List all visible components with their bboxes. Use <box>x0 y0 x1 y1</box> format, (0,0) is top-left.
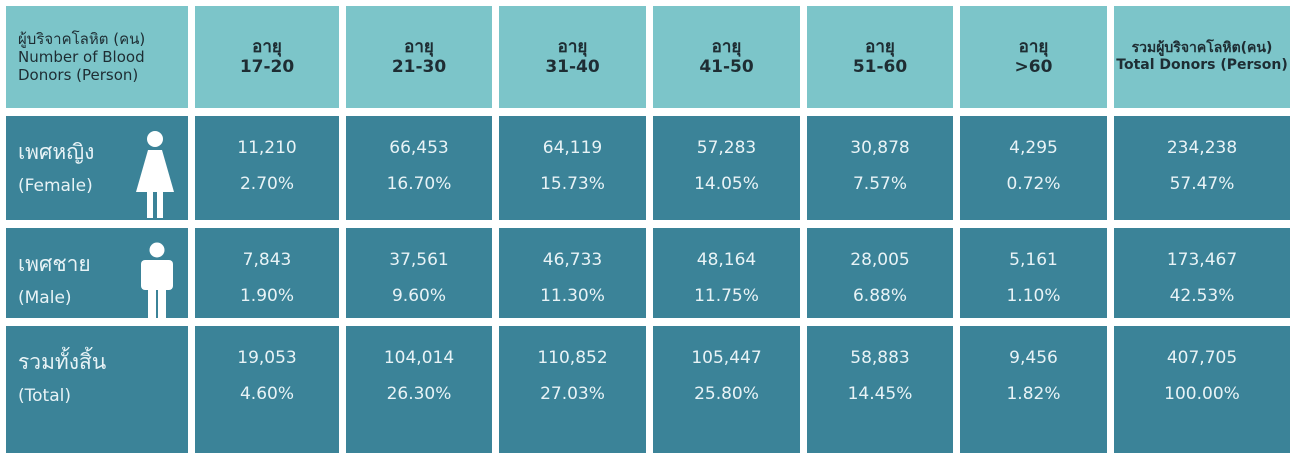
percent: 11.30% <box>540 286 605 306</box>
header-cell: รวมผู้บริจาคโลหิต(คน) Total Donors (Perso… <box>1114 6 1290 108</box>
count: 173,467 <box>1166 250 1238 270</box>
count: 11,210 <box>237 138 297 158</box>
data-cell: 407,705 100.00% <box>1114 326 1290 453</box>
data-cell: 48,164 11.75% <box>653 228 800 318</box>
header-line: อายุ <box>404 37 434 57</box>
header-line: อายุ <box>865 37 895 57</box>
count: 58,883 <box>850 348 910 368</box>
percent: 11.75% <box>694 286 759 306</box>
percent: 7.57% <box>852 174 907 194</box>
data-cell: 105,447 25.80% <box>653 326 800 453</box>
data-cell: 57,283 14.05% <box>653 116 800 220</box>
female-icon <box>136 131 174 218</box>
header-line: อายุ <box>1018 37 1049 57</box>
header-line: 17-20 <box>239 57 295 77</box>
header-line: อายุ <box>252 37 282 57</box>
percent: 9.60% <box>391 286 446 306</box>
count: 28,005 <box>850 250 910 270</box>
label-th: รวมทั้งสิ้น <box>18 350 107 374</box>
percent: 1.82% <box>1006 384 1061 404</box>
header-cell: อายุ 17-20 <box>195 6 339 108</box>
data-cell: 173,467 42.53% <box>1114 228 1290 318</box>
count: 30,878 <box>850 138 910 158</box>
header-line: >60 <box>1014 57 1053 77</box>
count: 19,053 <box>237 348 297 368</box>
data-cell: 46,733 11.30% <box>499 228 646 318</box>
count: 66,453 <box>389 138 449 158</box>
data-cell: 7,843 1.90% <box>195 228 339 318</box>
header-line: 51-60 <box>852 57 908 77</box>
percent: 1.90% <box>239 286 294 306</box>
label-en: (Female) <box>18 176 93 196</box>
percent: 57.47% <box>1169 174 1235 194</box>
percent: 42.53% <box>1169 286 1235 306</box>
percent: 25.80% <box>694 384 759 404</box>
percent: 2.70% <box>239 174 294 194</box>
count: 234,238 <box>1166 138 1238 158</box>
data-cell: 19,053 4.60% <box>195 326 339 453</box>
percent: 14.05% <box>694 174 759 194</box>
header-line: รวมผู้บริจาคโลหิต(คน) <box>1131 40 1273 56</box>
data-cell: 58,883 14.45% <box>807 326 953 453</box>
percent: 0.72% <box>1006 174 1061 194</box>
data-cell: 234,238 57.47% <box>1114 116 1290 220</box>
percent: 16.70% <box>386 174 452 194</box>
count: 57,283 <box>696 138 757 158</box>
male-icon <box>141 242 173 320</box>
row-label: รวมทั้งสิ้น (Total) <box>6 326 188 453</box>
data-cell: 9,456 1.82% <box>960 326 1107 453</box>
percent: 15.73% <box>540 174 605 194</box>
data-cell: 64,119 15.73% <box>499 116 646 220</box>
count: 9,456 <box>1009 348 1058 368</box>
count: 64,119 <box>542 138 603 158</box>
header-line: Total Donors (Person) <box>1116 57 1288 73</box>
row-label: เพศชาย (Male) <box>6 228 188 320</box>
percent: 27.03% <box>540 384 605 404</box>
count: 110,852 <box>537 348 608 368</box>
header-cell: อายุ 31-40 <box>499 6 646 108</box>
data-cell: 66,453 16.70% <box>346 116 492 220</box>
header-line: อายุ <box>557 37 588 57</box>
header-line: Number of Blood Donors (Person) <box>18 48 145 84</box>
header-line: 21-30 <box>391 57 447 77</box>
header-cell: อายุ >60 <box>960 6 1107 108</box>
percent: 26.30% <box>386 384 452 404</box>
percent: 4.60% <box>239 384 294 404</box>
percent: 1.10% <box>1006 286 1061 306</box>
count: 407,705 <box>1166 348 1238 368</box>
data-cell: 110,852 27.03% <box>499 326 646 453</box>
header-line: อายุ <box>711 37 742 57</box>
count: 7,843 <box>242 250 292 270</box>
row-label: เพศหญิง (Female) <box>6 116 188 220</box>
label-en: (Total) <box>18 386 71 406</box>
header-line: 41-50 <box>699 57 754 77</box>
percent: 6.88% <box>852 286 907 306</box>
count: 104,014 <box>383 348 455 368</box>
header-line: ผู้บริจาคโลหิต (คน) <box>18 30 146 48</box>
count: 4,295 <box>1009 138 1058 158</box>
header-cell: อายุ 41-50 <box>653 6 800 108</box>
data-cell: 104,014 26.30% <box>346 326 492 453</box>
data-cell: 30,878 7.57% <box>807 116 953 220</box>
data-cell: 11,210 2.70% <box>195 116 339 220</box>
header-cell: อายุ 51-60 <box>807 6 953 108</box>
count: 46,733 <box>542 250 603 270</box>
count: 5,161 <box>1009 250 1058 270</box>
label-th: เพศชาย <box>18 252 91 276</box>
percent: 14.45% <box>847 384 913 404</box>
data-cell: 28,005 6.88% <box>807 228 953 318</box>
data-cell: 5,161 1.10% <box>960 228 1107 318</box>
label-th: เพศหญิง <box>18 140 95 164</box>
count: 48,164 <box>696 250 757 270</box>
header-cell: อายุ 21-30 <box>346 6 492 108</box>
percent: 100.00% <box>1164 384 1240 404</box>
label-en: (Male) <box>18 288 72 308</box>
count: 37,561 <box>389 250 449 270</box>
count: 105,447 <box>691 348 762 368</box>
header-line: 31-40 <box>545 57 600 77</box>
data-cell: 4,295 0.72% <box>960 116 1107 220</box>
header-cell: ผู้บริจาคโลหิต (คน) Number of Blood Donor… <box>6 6 188 108</box>
data-cell: 37,561 9.60% <box>346 228 492 318</box>
